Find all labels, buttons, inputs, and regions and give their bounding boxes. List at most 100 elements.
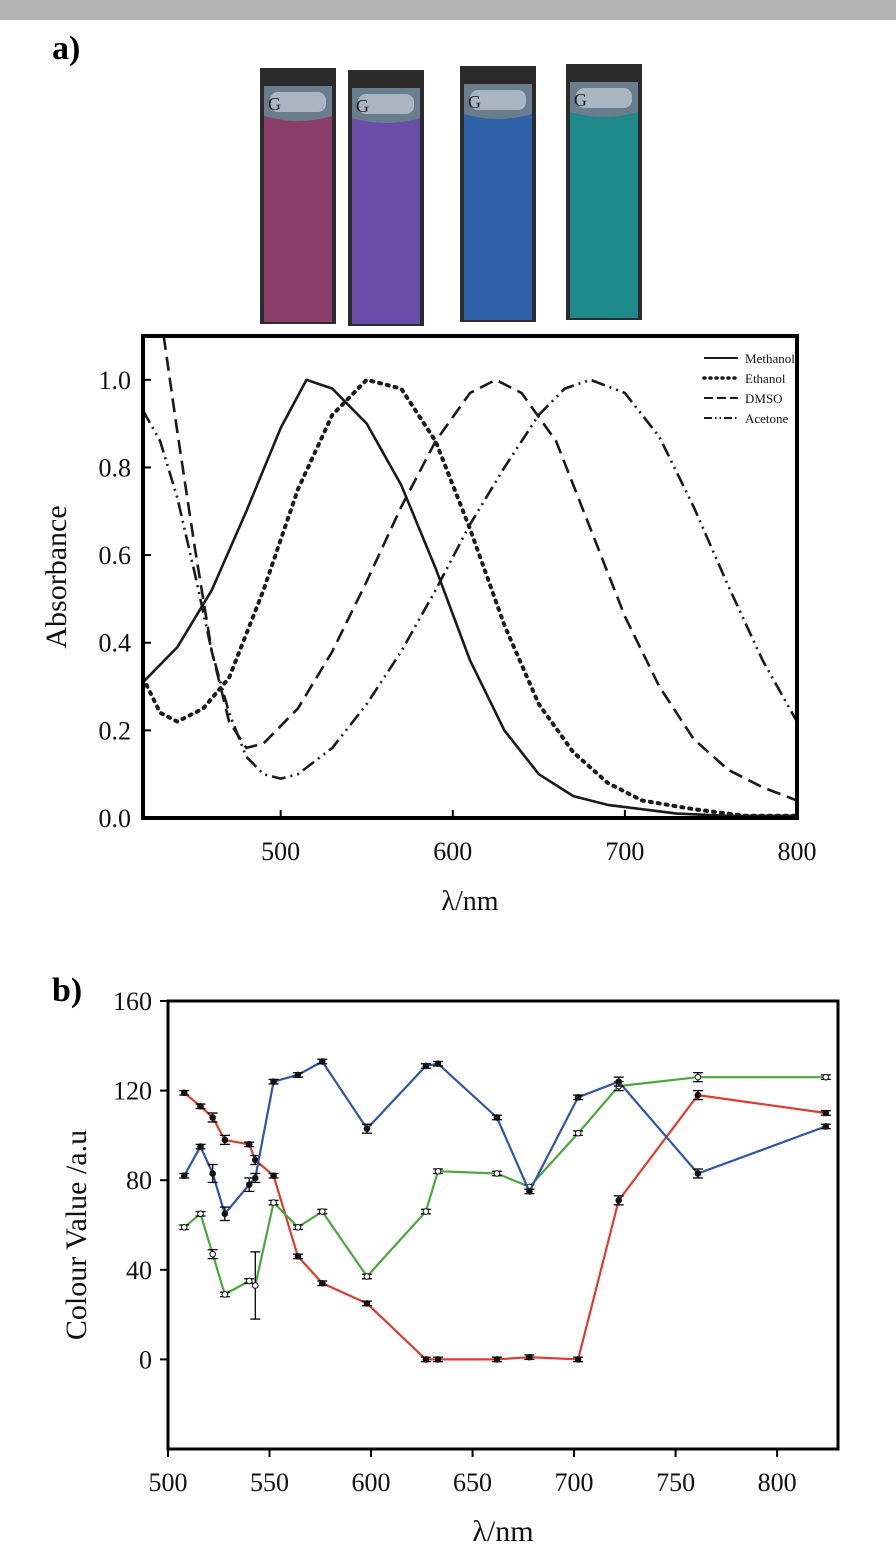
x-tick-label: 550 xyxy=(250,1468,289,1497)
x-tick-label: 700 xyxy=(555,1468,594,1497)
x-tick-label: 800 xyxy=(778,837,817,866)
data-point xyxy=(245,1141,253,1148)
legend-label: Methanol xyxy=(745,351,795,366)
legend-label: Acetone xyxy=(745,411,789,426)
data-point xyxy=(615,1197,623,1204)
data-point xyxy=(209,1170,216,1177)
data-point xyxy=(270,1172,277,1180)
top-gray-bar xyxy=(0,0,896,20)
cuvette-letter: G xyxy=(468,92,481,112)
y-axis-label: Colour Value /a.u xyxy=(60,1130,93,1340)
data-point xyxy=(209,1114,216,1121)
data-point xyxy=(294,1253,302,1260)
y-tick-label: 0.4 xyxy=(99,629,132,658)
y-tick-label: 80 xyxy=(126,1166,152,1195)
data-point xyxy=(319,1279,326,1287)
data-point xyxy=(294,1071,302,1079)
data-point xyxy=(493,1356,501,1363)
y-tick-label: 40 xyxy=(126,1256,152,1285)
data-point xyxy=(574,1356,582,1363)
data-point xyxy=(526,1353,533,1361)
data-point xyxy=(197,1210,204,1218)
cuvette-2: G xyxy=(348,70,424,326)
data-point xyxy=(574,1094,582,1101)
data-point xyxy=(422,1356,430,1363)
colour-value-chart: 500 550 600 650 700 750 800 0 40 80 120 160 λ/nm Colo… xyxy=(60,990,840,1548)
data-point xyxy=(363,1300,371,1307)
series-line xyxy=(183,1060,827,1215)
data-point xyxy=(493,1170,501,1177)
data-point xyxy=(180,1223,188,1231)
y-tick-label: 1.0 xyxy=(99,366,132,395)
x-tick-label: 500 xyxy=(261,837,300,866)
cuvette-letter: G xyxy=(268,94,281,114)
data-point xyxy=(270,1078,277,1085)
data-point xyxy=(221,1291,229,1298)
legend: Methanol Ethanol DMSO Acetone xyxy=(702,351,795,426)
legend-label: Ethanol xyxy=(745,371,786,386)
y-tick-label: 0.6 xyxy=(99,541,132,570)
plot-frame-a xyxy=(141,334,799,820)
data-point xyxy=(197,1143,204,1150)
series-ethanol-line xyxy=(143,377,797,818)
series-3 xyxy=(179,1058,831,1222)
data-point xyxy=(319,1208,326,1215)
y-tick-label: 0 xyxy=(139,1345,152,1374)
series-line xyxy=(183,1076,826,1296)
data-point xyxy=(245,1277,253,1285)
panel-a-label: a) xyxy=(52,30,81,67)
x-tick-label: 700 xyxy=(605,837,644,866)
data-point xyxy=(694,1170,702,1177)
x-tick-label: 600 xyxy=(352,1468,391,1497)
x-axis-label: λ/nm xyxy=(441,886,498,917)
y-tick-label: 0.0 xyxy=(99,804,132,833)
data-point xyxy=(270,1199,277,1206)
data-point xyxy=(252,1282,259,1289)
data-point xyxy=(221,1136,229,1144)
x-axis-label: λ/nm xyxy=(472,1515,533,1548)
y-tick-label: 160 xyxy=(113,990,152,1016)
data-point xyxy=(252,1174,259,1182)
plot-frame-b xyxy=(166,999,840,1451)
x-tick-label: 650 xyxy=(453,1468,492,1497)
series-line xyxy=(183,1091,826,1361)
cuvette-3: G xyxy=(460,66,536,322)
data-point xyxy=(526,1188,533,1195)
data-point xyxy=(422,1062,430,1070)
x-tick-label: 500 xyxy=(149,1468,188,1497)
data-point xyxy=(694,1091,702,1099)
panel-b-label: b) xyxy=(52,972,83,1009)
y-tick-label: 120 xyxy=(113,1077,152,1106)
data-point xyxy=(180,1089,188,1097)
data-point xyxy=(574,1129,582,1137)
cuvette-letter: G xyxy=(574,90,587,110)
data-point xyxy=(434,1356,442,1363)
data-point xyxy=(434,1167,442,1175)
series-1 xyxy=(179,1089,831,1363)
y-tick-label: 0.8 xyxy=(99,453,132,482)
data-point xyxy=(363,1273,371,1280)
data-point xyxy=(294,1223,302,1231)
x-tick-label: 800 xyxy=(758,1468,797,1497)
series-acetone-line xyxy=(143,378,797,780)
absorbance-chart: 500 600 700 800 0.0 0.2 0.4 0.6 0.8 1.0 λ/nm Absorb… xyxy=(40,334,817,917)
data-point xyxy=(209,1250,216,1258)
series-2 xyxy=(179,1072,831,1320)
x-tick-label: 750 xyxy=(656,1468,695,1497)
data-point xyxy=(615,1078,623,1085)
x-tick-label: 600 xyxy=(433,837,472,866)
data-point xyxy=(363,1125,371,1132)
data-point xyxy=(319,1058,326,1065)
data-point xyxy=(197,1102,204,1110)
y-tick-label: 0.2 xyxy=(99,716,132,745)
series-dmso-line xyxy=(162,336,797,802)
data-point xyxy=(822,1073,830,1081)
y-axis-label: Absorbance xyxy=(40,505,73,648)
data-point xyxy=(694,1073,702,1081)
cuvette-4: G xyxy=(566,64,642,320)
data-point xyxy=(434,1060,442,1068)
cuvette-letter: G xyxy=(356,96,369,116)
data-point xyxy=(822,1123,830,1130)
